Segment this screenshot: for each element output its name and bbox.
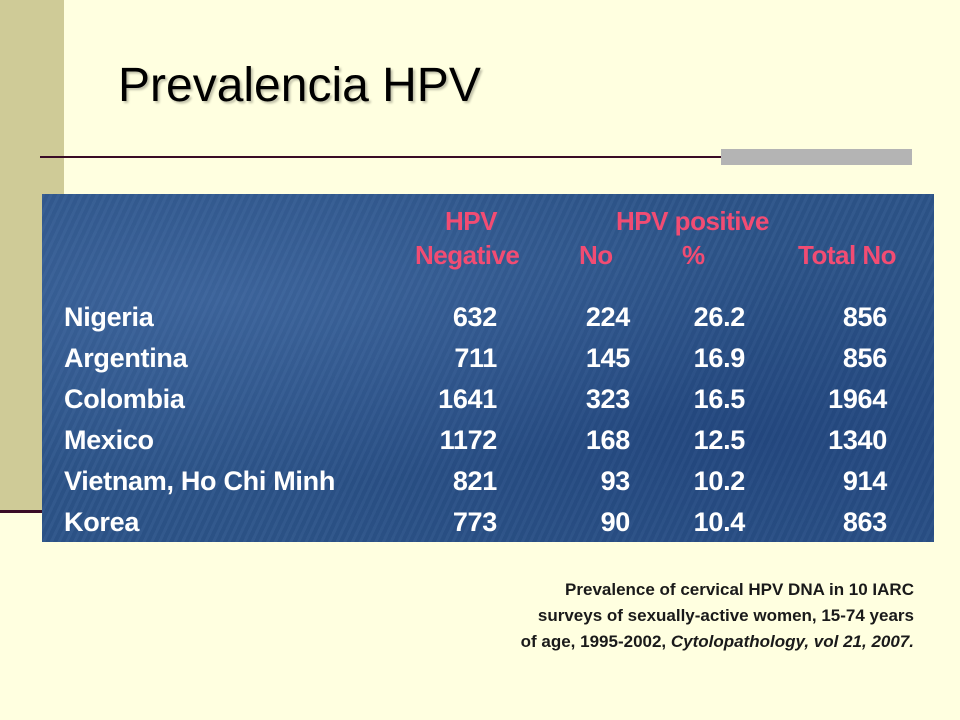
header-hpv-positive-group: HPV positive bbox=[616, 206, 769, 236]
row-positive-no: 168 bbox=[585, 425, 630, 455]
row-country: Korea bbox=[64, 507, 140, 537]
row-total: 856 bbox=[842, 302, 887, 332]
row-negative: 632 bbox=[452, 302, 497, 332]
row-total: 863 bbox=[842, 507, 887, 537]
row-positive-no: 145 bbox=[585, 343, 630, 373]
header-hpv-negative-line2: Negative bbox=[415, 240, 520, 270]
row-positive-pct: 26.2 bbox=[693, 302, 746, 332]
hpv-prevalence-table: HPV Negative HPV positive No % Total No … bbox=[42, 194, 934, 542]
row-negative: 1172 bbox=[439, 425, 498, 455]
caption-line-3-text: of age, 1995-2002, bbox=[520, 632, 667, 651]
left-divider-rule bbox=[0, 510, 64, 513]
row-negative: 773 bbox=[452, 507, 497, 537]
row-positive-pct: 12.5 bbox=[693, 425, 746, 455]
title-underline-rule bbox=[40, 156, 912, 158]
row-country: Argentina bbox=[64, 343, 188, 373]
row-country: Vietnam, Ho Chi Minh bbox=[64, 466, 336, 496]
slide-title: Prevalencia HPV bbox=[118, 59, 481, 112]
row-country: Colombia bbox=[64, 384, 185, 414]
row-positive-pct: 16.9 bbox=[693, 343, 746, 373]
row-positive-no: 323 bbox=[585, 384, 630, 414]
row-negative: 1641 bbox=[438, 384, 497, 414]
caption-line-1: Prevalence of cervical HPV DNA in 10 IAR… bbox=[565, 580, 914, 599]
row-positive-pct: 16.5 bbox=[693, 384, 746, 414]
caption-citation: Cytolopathology, vol 21, 2007. bbox=[670, 632, 914, 651]
header-hpv-negative-line1: HPV bbox=[445, 206, 497, 236]
table-caption: Prevalence of cervical HPV DNA in 10 IAR… bbox=[521, 577, 914, 655]
row-total: 856 bbox=[842, 343, 887, 373]
row-positive-no: 93 bbox=[600, 466, 631, 496]
header-total-no: Total No bbox=[798, 240, 897, 270]
caption-line-2: surveys of sexually-active women, 15-74 … bbox=[537, 606, 914, 625]
title-underline-accent bbox=[721, 149, 912, 165]
row-total: 1964 bbox=[828, 384, 887, 414]
row-total: 914 bbox=[842, 466, 887, 496]
header-positive-no: No bbox=[579, 240, 613, 270]
row-positive-no: 224 bbox=[585, 302, 630, 332]
row-positive-pct: 10.2 bbox=[693, 466, 746, 496]
row-negative: 711 bbox=[454, 343, 497, 373]
row-total: 1340 bbox=[828, 425, 887, 455]
row-positive-no: 90 bbox=[600, 507, 631, 537]
row-country: Nigeria bbox=[64, 302, 154, 332]
row-negative: 821 bbox=[452, 466, 497, 496]
caption-line-3: of age, 1995-2002, Cytolopathology, vol … bbox=[521, 629, 914, 655]
row-positive-pct: 10.4 bbox=[693, 507, 746, 537]
header-positive-pct: % bbox=[682, 240, 705, 270]
row-country: Mexico bbox=[64, 425, 154, 455]
